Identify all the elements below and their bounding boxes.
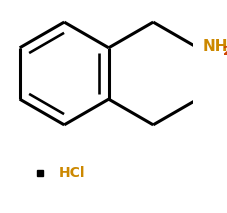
Text: NH: NH xyxy=(202,39,227,54)
Text: 2: 2 xyxy=(223,45,227,58)
Text: HCl: HCl xyxy=(59,166,85,180)
